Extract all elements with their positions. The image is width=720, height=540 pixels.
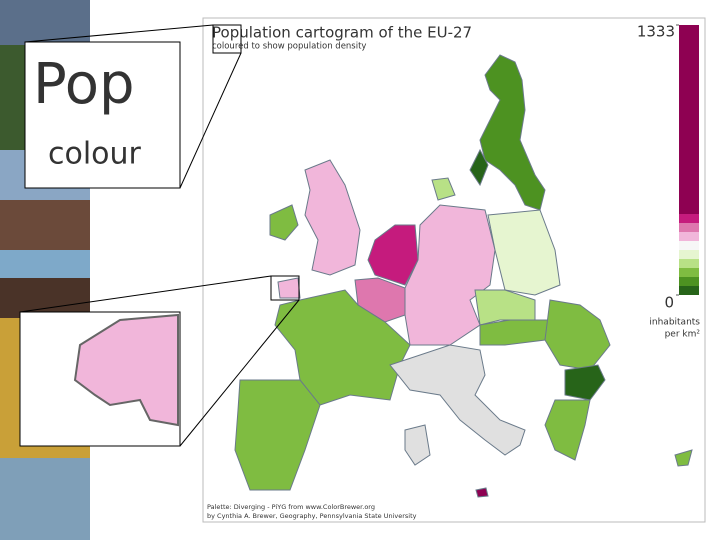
legend-min-label: 0: [664, 294, 674, 312]
legend-swatch: [679, 268, 699, 277]
map-title: Population cartogram of the EU-27: [212, 24, 472, 42]
zoom-inset: Pop colour: [24, 24, 242, 189]
legend-swatch: [679, 286, 699, 295]
credit: by Cynthia A. Brewer, Geography, Pennsyl…: [207, 512, 417, 520]
legend-swatch: [679, 25, 699, 214]
map-subtitle: coloured to show population density: [212, 42, 366, 52]
inset-text: Pop: [33, 52, 135, 117]
legend-unit: per km²: [665, 330, 701, 340]
legend-swatch: [679, 223, 699, 232]
legend-swatch: [679, 241, 699, 250]
legend: 1333 0 inhabitants per km²: [637, 23, 701, 340]
legend-unit: inhabitants: [649, 318, 700, 328]
legend-swatch: [679, 259, 699, 268]
legend-swatch: [679, 214, 699, 223]
map-countries: [234, 54, 693, 498]
legend-max-label: 1333: [637, 23, 675, 41]
legend-swatch: [679, 232, 699, 241]
zoom-inset: [19, 275, 300, 447]
inset-text: colour: [48, 137, 142, 172]
legend-swatch: [679, 277, 699, 286]
credit: Palette: Diverging - PiYG from www.Color…: [207, 503, 375, 511]
legend-swatch: [679, 250, 699, 259]
